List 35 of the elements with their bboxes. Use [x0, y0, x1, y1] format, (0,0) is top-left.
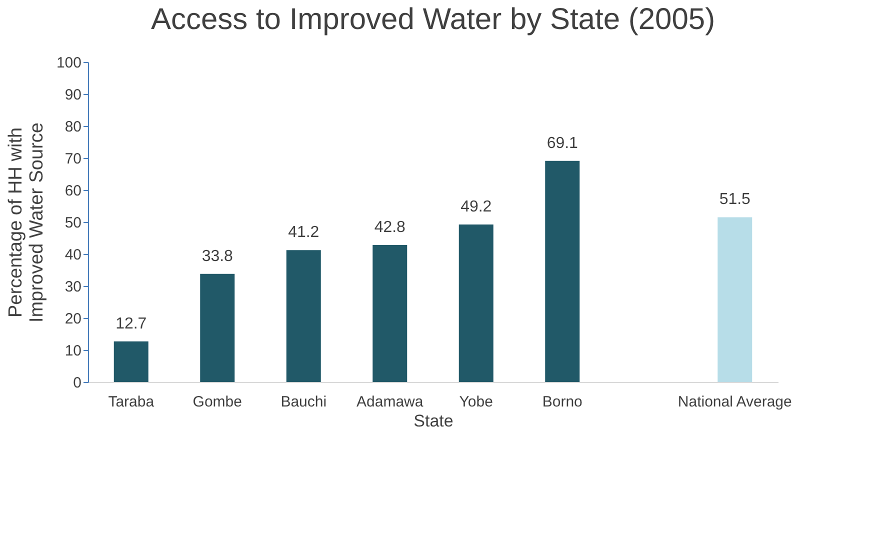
- data-label: 33.8: [202, 248, 234, 265]
- data-label: 69.1: [546, 134, 578, 152]
- bar: [458, 224, 494, 382]
- y-tick-label: 0: [73, 374, 82, 392]
- y-tick-label: 60: [64, 182, 82, 200]
- x-tick-label: Gombe: [192, 394, 242, 410]
- y-tick-label: 40: [64, 246, 82, 264]
- y-tick-label: 20: [64, 310, 82, 328]
- bar: [372, 245, 408, 382]
- data-label: 42.8: [374, 219, 406, 236]
- data-label: 51.5: [719, 191, 751, 208]
- x-tick-label: Yobe: [459, 394, 493, 410]
- data-label: 12.7: [116, 315, 147, 332]
- y-tick-label: 90: [64, 86, 82, 104]
- y-axis-title: Percentage of HH with Improved Water Source: [5, 122, 48, 322]
- chart-title: Access to Improved Water by State (2005): [150, 3, 716, 36]
- x-tick-label: National Average: [678, 394, 792, 410]
- x-axis-title: State: [414, 412, 454, 430]
- y-tick-label: 70: [64, 150, 82, 168]
- data-label: 41.2: [288, 224, 320, 242]
- bar: [545, 160, 580, 382]
- data-label: 49.2: [460, 198, 492, 216]
- bar: [718, 217, 752, 382]
- y-tick-label: 100: [56, 54, 82, 72]
- bar: [200, 274, 235, 382]
- bar: [114, 341, 148, 382]
- x-tick-label: Taraba: [108, 394, 155, 410]
- y-tick-label: 10: [64, 342, 82, 360]
- bar: [286, 250, 321, 382]
- y-tick-label: 80: [64, 118, 82, 136]
- x-tick-label: Adamawa: [356, 394, 424, 410]
- y-tick-label: 30: [64, 278, 82, 296]
- x-tick-label: Borno: [542, 394, 582, 410]
- y-tick-label: 50: [64, 214, 82, 232]
- x-tick-label: Bauchi: [280, 394, 327, 410]
